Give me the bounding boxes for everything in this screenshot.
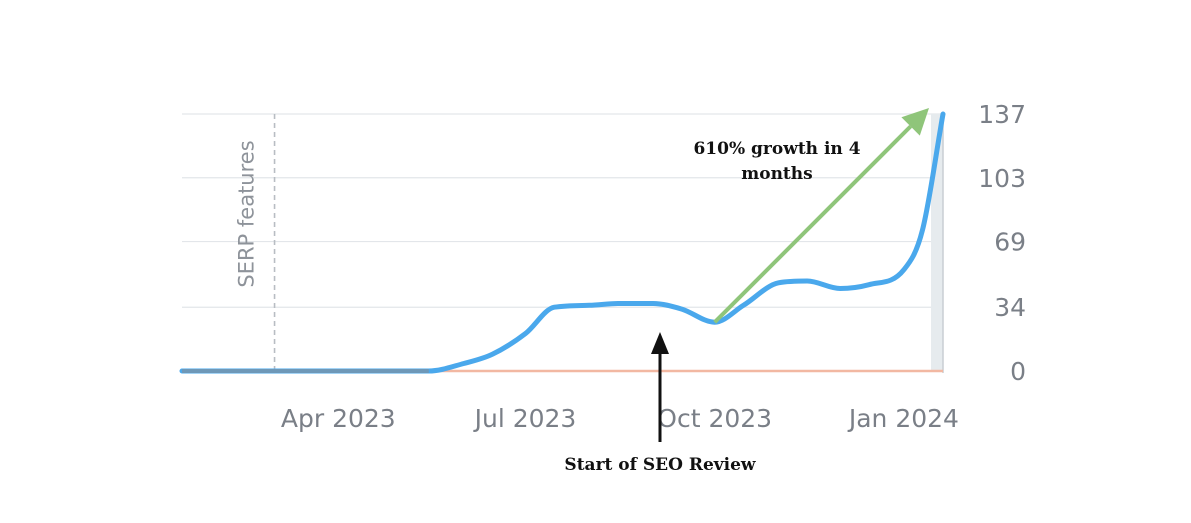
x-tick-label: Jan 2024 [847, 404, 959, 433]
y-tick-label: 103 [978, 164, 1026, 193]
serp-features-label: SERP features [235, 140, 259, 287]
x-tick-label: Jul 2023 [473, 404, 577, 433]
seo-review-arrow-head [650, 332, 669, 354]
annotations: 610% growth in 4 months Start of SEO Rev… [564, 108, 929, 475]
y-tick-label: 34 [994, 293, 1026, 322]
growth-arrow-head [901, 108, 929, 136]
seo-review-label: Start of SEO Review [564, 455, 755, 475]
growth-annotation-line1: 610% growth in 4 [693, 139, 860, 159]
x-axis: Apr 2023 Jul 2023 Oct 2023 Jan 2024 [281, 404, 959, 433]
growth-annotation-line2: months [741, 164, 812, 184]
y-axis: 0 34 69 103 137 [978, 100, 1026, 386]
series-layer [179, 111, 946, 374]
y-tick-label: 69 [994, 228, 1026, 257]
serp-features-marker: SERP features [235, 114, 276, 371]
x-tick-label: Oct 2023 [657, 404, 772, 433]
growth-arrow-shaft [713, 124, 913, 324]
x-tick-label: Apr 2023 [281, 404, 396, 433]
y-tick-label: 0 [1010, 357, 1026, 386]
y-tick-label: 137 [978, 100, 1026, 129]
